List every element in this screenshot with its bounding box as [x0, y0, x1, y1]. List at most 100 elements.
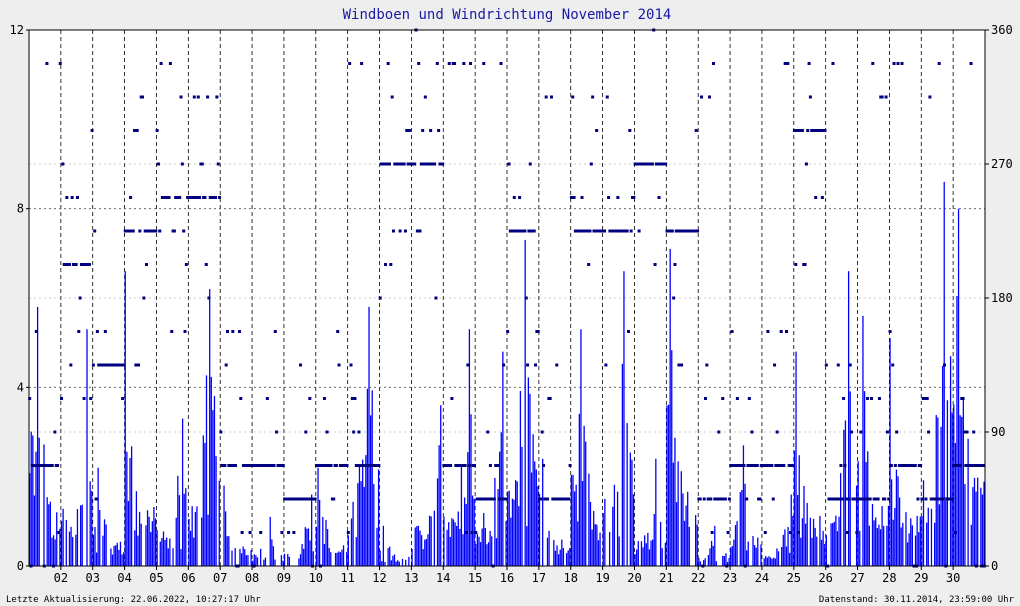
gust-bar	[433, 510, 435, 566]
direction-dot	[973, 464, 977, 467]
gust-bar	[875, 517, 877, 566]
gust-bar	[921, 516, 923, 566]
direction-dot	[637, 229, 641, 233]
direction-dot	[206, 95, 210, 99]
gust-bar	[983, 481, 985, 566]
gust-bar	[653, 513, 655, 566]
gust-bar	[975, 491, 977, 566]
direction-dot	[143, 229, 147, 233]
gust-bar	[470, 414, 472, 566]
direction-dot	[215, 95, 219, 99]
x-tick-label: 22	[691, 571, 705, 585]
direction-dot	[758, 497, 762, 501]
x-tick-label: 21	[659, 571, 673, 585]
gust-bar	[306, 528, 308, 566]
direction-dot	[64, 263, 68, 266]
direction-dot	[463, 464, 467, 467]
gust-bar	[507, 491, 509, 566]
direction-dot	[65, 196, 69, 199]
direction-dot	[705, 363, 709, 367]
direction-dot	[527, 229, 531, 233]
gust-bar	[529, 393, 531, 566]
gust-bar	[167, 548, 169, 566]
gust-bar	[451, 518, 453, 566]
gust-bar	[671, 350, 673, 566]
direction-dot	[923, 397, 927, 400]
direction-dot	[304, 430, 308, 434]
gust-bar	[943, 181, 945, 566]
direction-dot	[433, 162, 437, 166]
direction-dot	[216, 162, 220, 166]
gust-bar	[588, 473, 590, 566]
direction-dot	[358, 464, 362, 467]
gust-bar	[865, 462, 867, 566]
gust-bar	[65, 519, 67, 566]
direction-dot	[941, 497, 945, 501]
direction-dot	[588, 229, 592, 233]
gust-bar	[666, 405, 668, 566]
direction-dot	[219, 430, 223, 434]
gust-bar	[513, 499, 515, 566]
left-tick-label: 8	[17, 202, 24, 216]
gust-bar	[59, 528, 61, 566]
gust-bar	[304, 527, 306, 566]
direction-dot	[928, 95, 932, 99]
gust-bar	[726, 561, 729, 566]
direction-dot	[888, 330, 892, 333]
direction-dot	[237, 330, 241, 333]
direction-dot	[788, 531, 792, 534]
direction-dot	[348, 62, 352, 65]
x-tick-label: 17	[532, 571, 546, 585]
gust-bar	[322, 516, 324, 566]
gust-bar	[138, 511, 141, 566]
gust-bar	[422, 549, 424, 566]
direction-dot	[60, 397, 64, 400]
x-tick-label: 10	[309, 571, 323, 585]
direction-dot	[137, 363, 141, 367]
direction-dot	[916, 497, 920, 501]
gust-bar	[889, 338, 891, 566]
x-tick-label: 29	[914, 571, 928, 585]
gust-bar	[734, 525, 737, 566]
direction-dot	[57, 531, 61, 534]
gust-bar	[752, 536, 754, 566]
direction-dot	[824, 363, 828, 367]
direction-dot	[500, 497, 504, 501]
right-tick-label: 0	[991, 559, 998, 573]
x-tick-label: 23	[723, 571, 737, 585]
direction-dot	[159, 62, 163, 65]
gust-bar	[36, 306, 39, 566]
direction-dot	[569, 196, 573, 199]
gust-bar	[467, 452, 469, 566]
gust-bar	[62, 508, 64, 566]
direction-dot	[240, 531, 244, 534]
gust-bar	[723, 556, 725, 566]
gust-bar	[787, 526, 789, 566]
direction-dot	[435, 62, 439, 65]
gust-bar	[683, 520, 686, 566]
direction-dot	[419, 162, 423, 166]
gust-bar	[599, 532, 601, 566]
gust-bar	[397, 560, 399, 566]
direction-dot	[511, 229, 515, 233]
gust-bar	[191, 506, 193, 566]
gust-bar	[715, 561, 718, 566]
gust-bar	[390, 560, 392, 566]
direction-dot	[184, 263, 188, 266]
gust-bar	[577, 521, 579, 566]
direction-dot	[385, 162, 389, 166]
gust-bar	[280, 555, 283, 566]
direction-dot	[524, 296, 528, 300]
gust-bar	[460, 466, 463, 566]
gust-bar	[546, 537, 549, 566]
direction-dot	[806, 129, 810, 132]
direction-dot	[446, 464, 450, 467]
direction-dot	[87, 263, 91, 266]
direction-dot	[275, 430, 279, 434]
direction-dot	[952, 464, 956, 467]
gust-bar	[602, 513, 604, 566]
direction-dot	[391, 229, 395, 233]
gust-bar	[725, 553, 727, 566]
gust-bar	[86, 329, 88, 566]
direction-dot	[41, 464, 45, 467]
